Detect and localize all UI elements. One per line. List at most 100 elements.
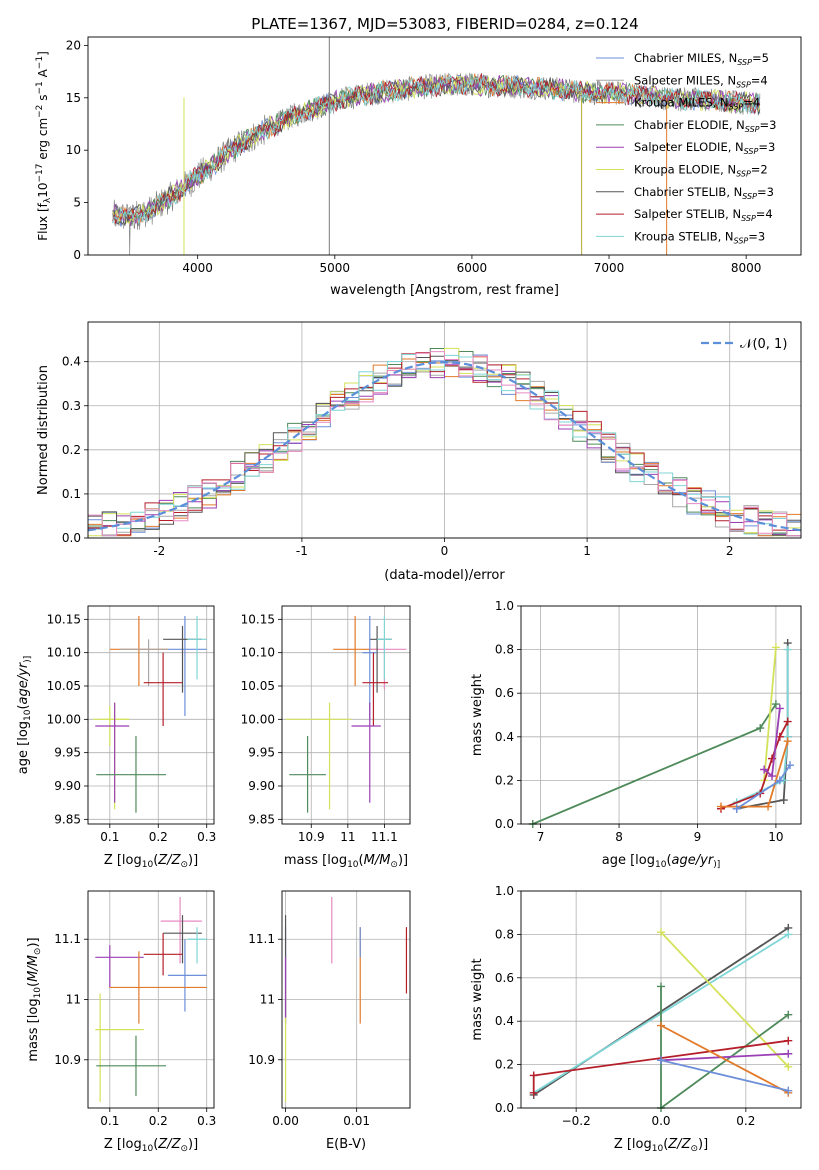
- histogram-step-line: [88, 351, 801, 537]
- massweight-vs-metallicity-panel: −0.2 0.0 0.2 0.0 0.2 0.4 0.6 0.8 1.0 Z [log10(Z/Z…: [470, 884, 802, 1154]
- x-axis-label-part: Z/Z: [667, 1137, 691, 1152]
- data-point-marker: [783, 717, 792, 726]
- y-axis-label-part: age/yr: [16, 661, 31, 704]
- y-tick-label: 11.1: [248, 932, 275, 946]
- y-tick-label: 10.15: [241, 612, 275, 626]
- legend-entry: Kroupa MILES, NSSP=4: [634, 96, 760, 112]
- data-point-marker: [732, 804, 741, 813]
- series-line: [763, 647, 777, 781]
- legend-entry-count: =3: [760, 118, 777, 132]
- x-axis-label-part: Z/Z: [157, 853, 181, 868]
- x-axis-label-part: Z [log: [104, 853, 142, 868]
- x-tick-label: 5000: [320, 261, 351, 275]
- y-axis-label-part: mass [log: [26, 998, 41, 1061]
- axes-frame: [87, 321, 802, 539]
- y-tick-label: 10.15: [47, 612, 81, 626]
- y-tick-label: 0: [73, 248, 81, 262]
- x-axis-label-part: 10: [142, 860, 154, 870]
- x-tick-label: 0.1: [100, 830, 119, 844]
- data-point-marker: [784, 1049, 793, 1058]
- y-axis-label-part: λ: [43, 197, 53, 203]
- legend-entry-name: Chabrier ELODIE, N: [634, 118, 745, 132]
- y-axis-label: mass [log10(M/M⊙)]: [26, 937, 43, 1061]
- x-axis-label-part: Z [log: [614, 1137, 652, 1152]
- mass-vs-ebv-panel: 0.00 0.01 10.9 11 11.1 E(B-V): [248, 890, 411, 1152]
- y-axis-label-part: erg cm: [36, 118, 50, 164]
- y-axis-label: Normed distribution: [36, 365, 51, 495]
- y-tick-label: 9.85: [54, 812, 81, 826]
- y-tick-label: 9.95: [54, 746, 81, 760]
- x-axis-label-part: (: [153, 853, 158, 868]
- axes-frame: [87, 36, 802, 256]
- legend-entry-name: Salpeter MILES, N: [634, 73, 736, 87]
- x-tick-label: 0.00: [272, 1114, 299, 1128]
- y-axis-label-part: (: [26, 982, 41, 987]
- axes-frame: [520, 605, 802, 825]
- data-point-marker: [760, 765, 769, 774]
- y-axis-label: mass weight: [470, 674, 485, 756]
- y-axis-label-part: 10: [36, 183, 50, 198]
- y-tick-label: 0.8: [495, 643, 514, 657]
- x-axis-label-part: Z/Z: [157, 1137, 181, 1152]
- y-axis-label-part: 10: [23, 709, 33, 721]
- x-axis-label-part: )]: [188, 1137, 198, 1152]
- x-tick-label: 2: [726, 544, 734, 558]
- axes-frame: [520, 890, 802, 1109]
- legend-entry-count: =3: [757, 185, 774, 199]
- x-axis-label-part: 10: [142, 1144, 154, 1154]
- x-tick-label: -2: [153, 544, 165, 558]
- x-axis-label-part: mass [log: [284, 853, 347, 868]
- legend-entry-sub: SSP: [742, 192, 757, 201]
- x-tick-label: 0.2: [736, 1114, 755, 1128]
- x-axis-label-part: (: [359, 853, 364, 868]
- y-tick-label: 0.4: [495, 1014, 514, 1028]
- y-axis-label-part: )]: [23, 656, 33, 663]
- y-tick-label: 0.4: [62, 355, 81, 369]
- y-tick-label: 15: [66, 91, 81, 105]
- legend-entry-sub: SSP: [736, 80, 751, 89]
- legend-entry-name: Kroupa MILES, N: [634, 96, 729, 110]
- data-point-marker: [784, 1010, 793, 1019]
- x-tick-label: 10: [768, 830, 783, 844]
- data-point-marker: [764, 802, 773, 811]
- x-tick-label: 0.1: [100, 1114, 119, 1128]
- x-tick-label: 8000: [731, 261, 762, 275]
- x-tick-label: 6000: [457, 261, 488, 275]
- data-point-marker: [529, 1088, 538, 1097]
- data-point-marker: [717, 802, 725, 811]
- legend-entry-name: Salpeter STELIB, N: [634, 207, 741, 221]
- x-axis-label: Z [log10(Z/Z⊙)]: [614, 1137, 708, 1154]
- axes-frame: [281, 605, 411, 825]
- x-tick-label: 8: [615, 830, 623, 844]
- x-axis-label: Z [log10(Z/Z⊙)]: [104, 1137, 198, 1154]
- data-point-marker: [783, 737, 792, 746]
- legend-entry: Chabrier ELODIE, NSSP=3: [634, 118, 776, 134]
- y-tick-label: 0.4: [495, 730, 514, 744]
- legend-entry: Salpeter ELODIE, NSSP=3: [634, 140, 775, 156]
- legend-entry-name: Kroupa ELODIE, N: [634, 163, 736, 177]
- legend-entry: Kroupa ELODIE, NSSP=2: [634, 163, 768, 179]
- x-axis-label: age [log10(age/yr)]: [602, 853, 720, 870]
- y-axis-label-part: ⊙: [33, 948, 43, 956]
- legend-entry-name: Salpeter ELODIE, N: [634, 140, 744, 154]
- data-point-marker: [529, 1071, 538, 1080]
- legend-entry-sub: SSP: [744, 147, 759, 156]
- legend-entry-count: =4: [756, 207, 773, 221]
- x-tick-label: 0.01: [343, 1114, 370, 1128]
- legend-entry-name: Kroupa STELIB, N: [634, 229, 734, 243]
- x-axis-label-part: (: [153, 1137, 158, 1152]
- legend-entry-count: =4: [751, 73, 768, 87]
- x-tick-label: 0: [441, 544, 449, 558]
- y-axis-label-part: ]: [36, 51, 50, 56]
- x-tick-label: 0.3: [197, 1114, 216, 1128]
- data-point-marker: [775, 704, 784, 713]
- legend-entry: Chabrier STELIB, NSSP=3: [634, 185, 774, 201]
- series-line: [720, 721, 789, 810]
- y-tick-label: 1.0: [495, 599, 514, 613]
- data-point-marker: [784, 1086, 793, 1095]
- y-axis-label-part: (: [16, 704, 31, 709]
- y-axis-label-part: )]: [26, 937, 41, 947]
- y-tick-label: 11: [260, 993, 275, 1007]
